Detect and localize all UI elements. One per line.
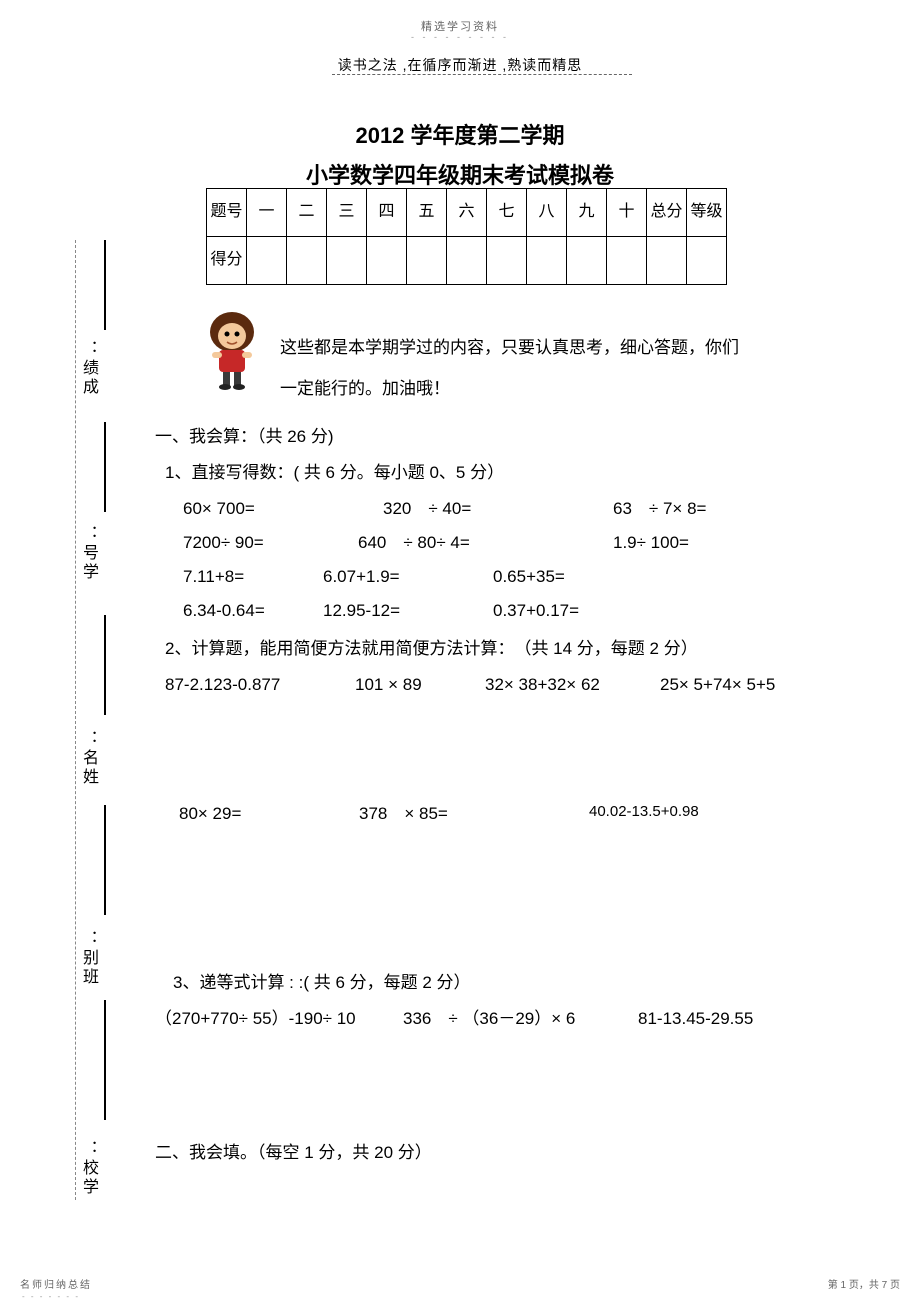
math-expr: 32× 38+32× 62 — [485, 668, 660, 702]
score-cell — [447, 237, 487, 285]
mascot-icon — [197, 310, 267, 390]
quote-underline — [332, 74, 632, 75]
score-cell — [487, 237, 527, 285]
side-label: ：绩成 — [76, 340, 100, 397]
score-cell — [527, 237, 567, 285]
math-expr: 60× 700= — [183, 492, 383, 526]
question-label: 2、计算题，能用简便方法就用简便方法计算： （共 14 分，每题 2 分） — [165, 632, 845, 666]
math-expr: 63 ÷ 7× 8= — [613, 492, 706, 526]
side-label: ：别班 — [76, 930, 100, 987]
math-expr: 25× 5+74× 5+5 — [660, 668, 775, 702]
row-label: 得分 — [207, 237, 247, 285]
math-expr: 7.11+8= — [183, 560, 323, 594]
side-line — [104, 805, 106, 915]
math-expr: 640 ÷ 80÷ 4= — [358, 526, 613, 560]
math-expr: 40.02-13.5+0.98 — [589, 797, 699, 831]
footer-right: 第 1 页，共 7 页 — [828, 1276, 900, 1291]
col-header: 二 — [287, 189, 327, 237]
col-header: 六 — [447, 189, 487, 237]
score-cell — [287, 237, 327, 285]
math-expr: 101 × 89 — [355, 668, 485, 702]
score-cell — [367, 237, 407, 285]
question-label: 1、直接写得数：( 共 6 分。每小题 0、5 分） — [165, 456, 845, 490]
col-header: 总分 — [647, 189, 687, 237]
intro-line: 一定能行的。加油哦！ — [280, 369, 739, 410]
footer-left: 名师归纳总结 — [20, 1276, 92, 1291]
math-expr: 81-13.45-29.55 — [638, 1002, 753, 1036]
question-label: 3、递等式计算 : :( 共 6 分，每题 2 分） — [173, 966, 845, 1000]
top-dots: - - - - - - - - - — [411, 32, 509, 42]
math-expr: 320 ÷ 40= — [383, 492, 613, 526]
math-expr: 6.07+1.9= — [323, 560, 493, 594]
math-expr: 80× 29= — [179, 797, 359, 831]
side-line — [104, 1000, 106, 1120]
col-header: 三 — [327, 189, 367, 237]
math-expr: （270+770÷ 55）-190÷ 10 — [155, 1002, 403, 1036]
score-cell — [687, 237, 727, 285]
math-expr: 87-2.123-0.877 — [165, 668, 355, 702]
col-header: 五 — [407, 189, 447, 237]
col-header: 一 — [247, 189, 287, 237]
side-line — [104, 422, 106, 512]
math-expr: 378 × 85= — [359, 797, 589, 831]
col-header: 等级 — [687, 189, 727, 237]
intro-text: 这些都是本学期学过的内容，只要认真思考，细心答题，你们 一定能行的。加油哦！ — [280, 328, 739, 410]
table-row: 题号 一 二 三 四 五 六 七 八 九 十 总分 等级 — [207, 189, 727, 237]
score-cell — [647, 237, 687, 285]
side-line — [104, 615, 106, 715]
score-cell — [327, 237, 367, 285]
side-label: ：号学 — [76, 525, 100, 582]
side-line — [104, 240, 106, 330]
side-label: ：名姓 — [76, 730, 100, 787]
intro-line: 这些都是本学期学过的内容，只要认真思考，细心答题，你们 — [280, 328, 739, 369]
score-table: 题号 一 二 三 四 五 六 七 八 九 十 总分 等级 得分 — [206, 188, 727, 285]
row-label: 题号 — [207, 189, 247, 237]
math-expr: 1.9÷ 100= — [613, 526, 689, 560]
math-expr: 0.37+0.17= — [493, 594, 579, 628]
col-header: 八 — [527, 189, 567, 237]
section-title: 一、我会算：（共 26 分) — [155, 420, 845, 454]
title-year: 2012 学年度第二学期 — [355, 118, 564, 150]
title-exam: 小学数学四年级期末考试模拟卷 — [306, 158, 614, 190]
math-expr: 336 ÷ （36－29）× 6 — [403, 1002, 638, 1036]
math-expr: 12.95-12= — [323, 594, 493, 628]
math-expr: 7200÷ 90= — [183, 526, 358, 560]
col-header: 七 — [487, 189, 527, 237]
score-cell — [607, 237, 647, 285]
binding-sidebar: ：绩成 ：号学 ：名姓 ：别班 ：校学 — [36, 240, 76, 1200]
col-header: 十 — [607, 189, 647, 237]
math-expr: 6.34-0.64= — [183, 594, 323, 628]
math-expr: 0.65+35= — [493, 560, 565, 594]
exam-content: 一、我会算：（共 26 分) 1、直接写得数：( 共 6 分。每小题 0、5 分… — [155, 420, 845, 1172]
col-header: 四 — [367, 189, 407, 237]
score-cell — [247, 237, 287, 285]
table-row: 得分 — [207, 237, 727, 285]
col-header: 九 — [567, 189, 607, 237]
section-title: 二、我会填。（每空 1 分，共 20 分） — [155, 1136, 845, 1170]
score-cell — [567, 237, 607, 285]
footer-dots: - - - - - - - — [22, 1292, 80, 1301]
score-cell — [407, 237, 447, 285]
side-label: ：校学 — [76, 1140, 100, 1197]
